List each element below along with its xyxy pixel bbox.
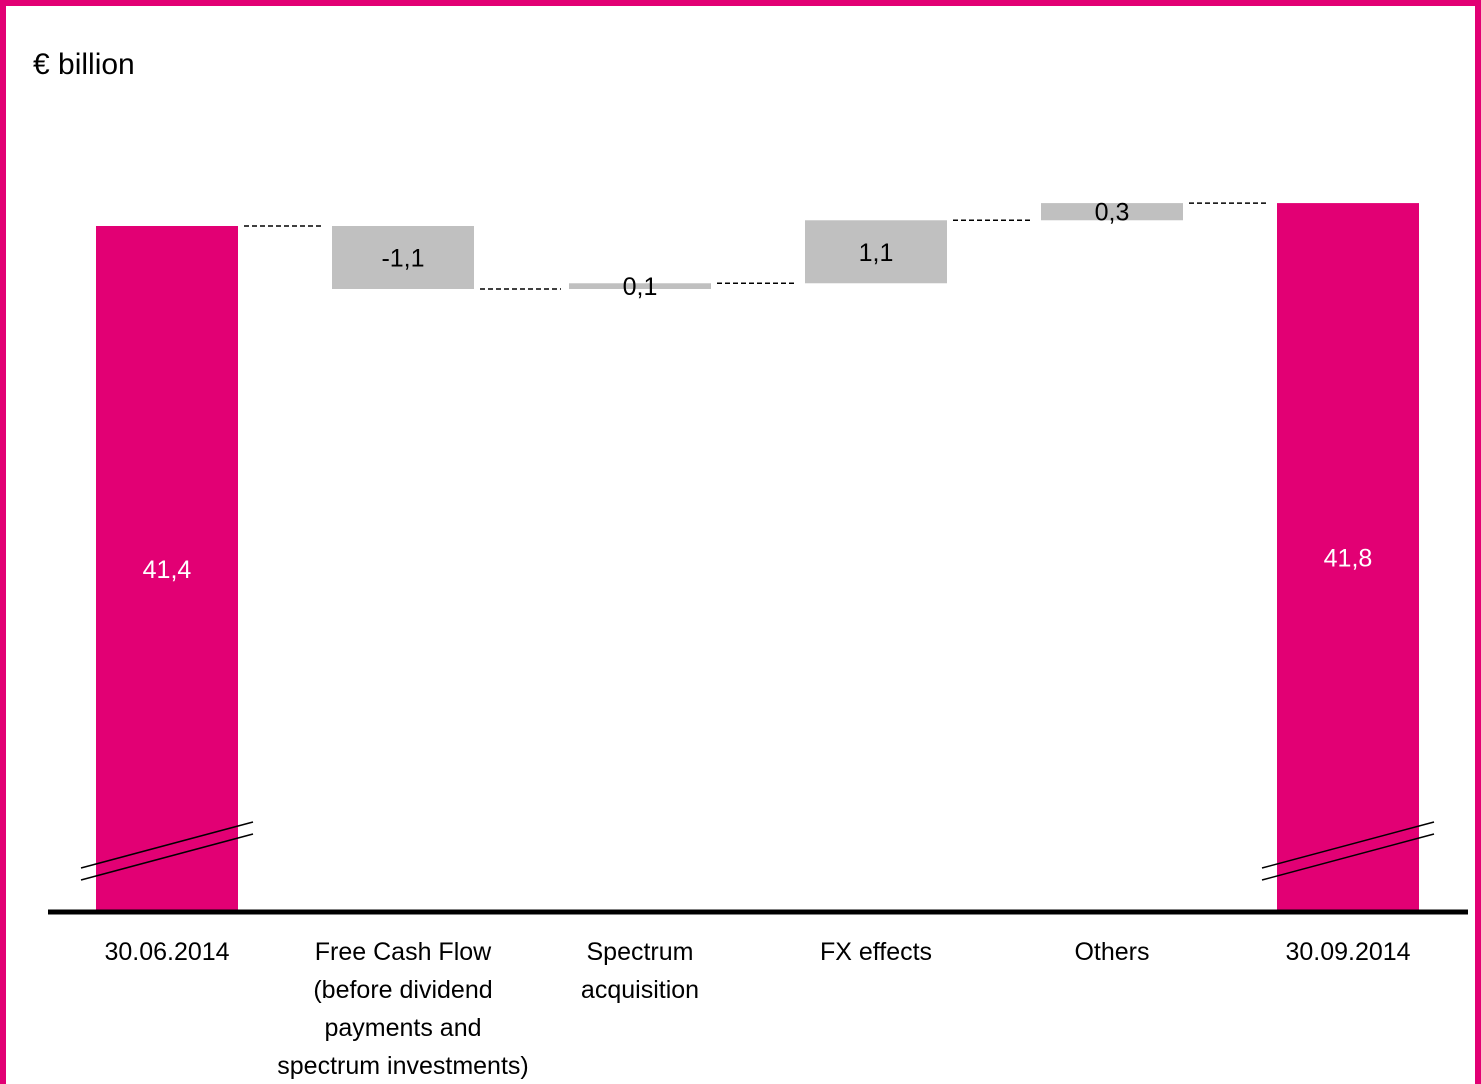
category-label: acquisition xyxy=(581,976,699,1004)
data-label: 41,8 xyxy=(1324,545,1373,573)
data-label: 41,4 xyxy=(143,556,192,584)
bars: 41,4 -1,1 0,1 1,1 0,3 41,8 xyxy=(96,199,1419,913)
category-label: payments and xyxy=(324,1014,481,1042)
category-label: 30.06.2014 xyxy=(104,938,229,966)
category-label: spectrum investments) xyxy=(277,1052,528,1080)
axis-breaks xyxy=(80,821,1435,881)
data-label: 0,1 xyxy=(623,273,658,301)
data-label: -1,1 xyxy=(381,244,424,272)
data-label: 0,3 xyxy=(1095,199,1130,227)
axis-break-line xyxy=(80,821,254,869)
delta-bar xyxy=(332,226,474,289)
axis-break-line xyxy=(1261,821,1435,869)
axis-break-line xyxy=(80,833,254,881)
unit-label: € billion xyxy=(33,48,135,81)
delta-bar xyxy=(569,283,711,289)
category-label: Free Cash Flow xyxy=(315,938,492,966)
category-label: (before dividend xyxy=(313,976,492,1004)
total-bar xyxy=(1277,203,1419,913)
connector-lines xyxy=(244,202,1269,290)
delta-bar xyxy=(1041,203,1183,221)
axis-break-line xyxy=(1261,833,1435,881)
data-label: 1,1 xyxy=(859,239,894,267)
category-label: 30.09.2014 xyxy=(1285,938,1410,966)
category-label: Spectrum xyxy=(587,938,694,966)
total-bar xyxy=(96,226,238,912)
category-labels: 30.06.2014 Free Cash Flow (before dividend… xyxy=(104,938,1410,1080)
category-label: Others xyxy=(1074,938,1149,966)
category-label: FX effects xyxy=(820,938,932,966)
delta-bar xyxy=(805,220,947,284)
